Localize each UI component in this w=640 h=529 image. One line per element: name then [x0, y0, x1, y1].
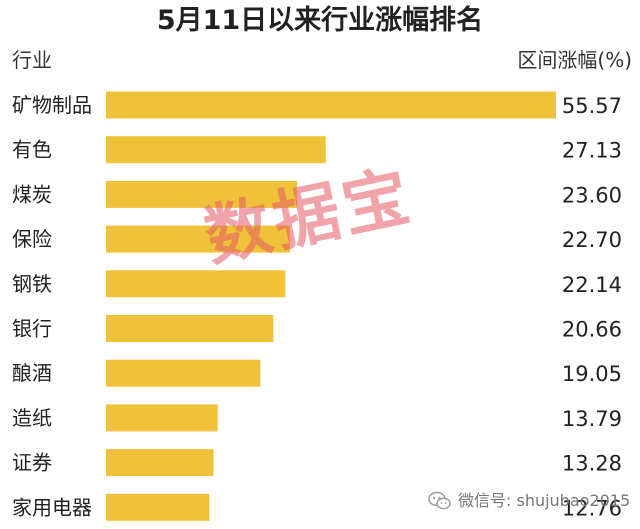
category-label: 矿物制品: [12, 93, 92, 117]
category-label: 证券: [12, 451, 52, 475]
wechat-icon: [428, 491, 451, 510]
value-label: 12.76: [562, 496, 622, 520]
bar: [106, 270, 286, 298]
value-label: 19.05: [562, 362, 622, 386]
value-label: 55.57: [562, 94, 622, 118]
value-label: 23.60: [562, 183, 622, 207]
bar: [106, 449, 214, 477]
chart-title: 5月11日以来行业涨幅排名: [156, 5, 484, 36]
bar: [106, 91, 556, 119]
wechat-credit: 微信号: shujubao2015: [428, 488, 630, 514]
bar: [106, 359, 261, 387]
value-label: 13.28: [562, 452, 622, 476]
category-label: 钢铁: [12, 272, 52, 296]
value-label: 22.14: [562, 273, 622, 297]
category-header: 行业: [12, 48, 52, 72]
wechat-id: 微信号: shujubao2015: [458, 491, 631, 510]
bar: [106, 225, 290, 253]
category-label: 有色: [12, 138, 52, 162]
category-label: 家用电器: [12, 495, 92, 519]
value-header: 区间涨幅(%): [517, 48, 632, 72]
category-label: 造纸: [12, 406, 52, 430]
bar: [106, 180, 298, 208]
value-label: 27.13: [562, 139, 622, 163]
bar: [106, 315, 274, 342]
bar: [106, 404, 218, 432]
category-label: 银行: [12, 317, 52, 341]
value-label: 13.79: [562, 407, 622, 431]
value-label: 22.70: [562, 228, 622, 252]
bar: [106, 493, 210, 521]
category-label: 煤炭: [12, 182, 52, 206]
category-label: 保险: [12, 227, 52, 251]
category-label: 酿酒: [12, 361, 52, 385]
bar: [106, 136, 326, 164]
value-label: 20.66: [562, 318, 622, 342]
